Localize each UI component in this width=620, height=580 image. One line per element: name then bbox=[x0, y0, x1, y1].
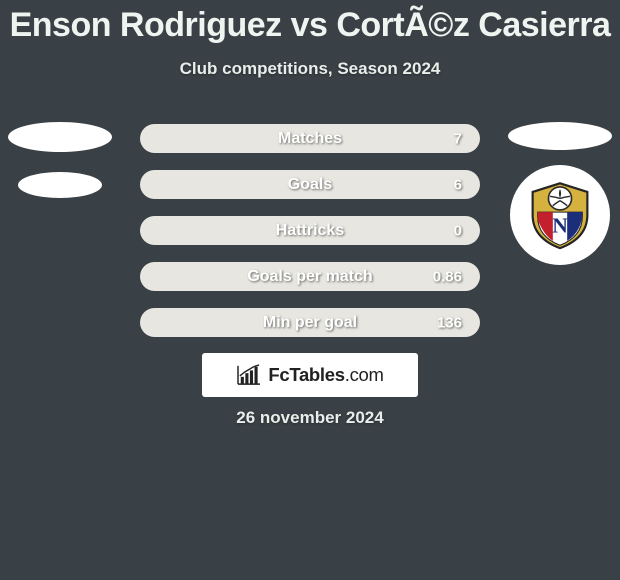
stats-list: Matches 7 Goals 6 Hattricks 0 Goals per … bbox=[140, 124, 480, 337]
page-subtitle: Club competitions, Season 2024 bbox=[0, 59, 620, 79]
stat-label: Matches bbox=[278, 130, 342, 148]
brand-text: FcTables.com bbox=[268, 364, 383, 386]
right-team-badges: N bbox=[508, 122, 612, 265]
team-crest: N bbox=[510, 165, 610, 265]
stat-value-right: 0.86 bbox=[433, 268, 462, 285]
stat-row-matches: Matches 7 bbox=[140, 124, 480, 153]
right-ellipse-1 bbox=[508, 122, 612, 150]
generated-date: 26 november 2024 bbox=[0, 408, 620, 428]
stat-row-gpm: Goals per match 0.86 bbox=[140, 262, 480, 291]
left-ellipse-1 bbox=[8, 122, 112, 152]
stat-value-right: 7 bbox=[454, 130, 462, 147]
stat-value-right: 0 bbox=[454, 222, 462, 239]
stat-label: Hattricks bbox=[276, 222, 344, 240]
stat-label: Min per goal bbox=[263, 314, 357, 332]
brand-box[interactable]: FcTables.com bbox=[202, 353, 418, 397]
svg-text:N: N bbox=[552, 213, 568, 237]
left-ellipse-2 bbox=[18, 172, 102, 198]
stat-label: Goals bbox=[288, 176, 332, 194]
stat-value-right: 136 bbox=[437, 314, 462, 331]
stat-row-mpg: Min per goal 136 bbox=[140, 308, 480, 337]
stat-value-right: 6 bbox=[454, 176, 462, 193]
bar-chart-icon bbox=[236, 364, 262, 386]
left-team-badges bbox=[8, 122, 112, 198]
crest-icon: N bbox=[524, 179, 596, 251]
stat-label: Goals per match bbox=[247, 268, 372, 286]
page-title: Enson Rodriguez vs CortÃ©z Casierra bbox=[0, 0, 620, 45]
stat-row-hattricks: Hattricks 0 bbox=[140, 216, 480, 245]
stat-row-goals: Goals 6 bbox=[140, 170, 480, 199]
